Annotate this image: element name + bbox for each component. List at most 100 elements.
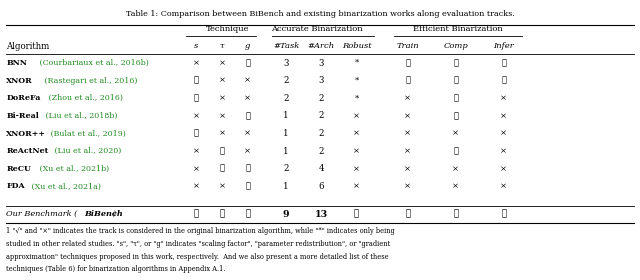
Text: 9: 9 bbox=[283, 210, 289, 219]
Text: ×: × bbox=[353, 183, 360, 190]
Text: ✓: ✓ bbox=[245, 165, 250, 173]
Text: ✓: ✓ bbox=[405, 59, 410, 67]
Text: ✓: ✓ bbox=[453, 147, 458, 155]
Text: Technique: Technique bbox=[205, 25, 249, 33]
Text: ✓: ✓ bbox=[245, 59, 250, 67]
Text: techniques (Table 6) for binarization algorithms in Appendix A.1.: techniques (Table 6) for binarization al… bbox=[6, 265, 226, 274]
Text: ✓: ✓ bbox=[245, 183, 250, 190]
Text: ×: × bbox=[452, 183, 459, 190]
Text: 3: 3 bbox=[284, 59, 289, 67]
Text: ×: × bbox=[193, 112, 200, 120]
Text: Comp: Comp bbox=[444, 42, 468, 50]
Text: 1: 1 bbox=[284, 147, 289, 156]
Text: Bi-Real: Bi-Real bbox=[6, 112, 39, 120]
Text: 2: 2 bbox=[284, 94, 289, 103]
Text: BiBench: BiBench bbox=[84, 210, 124, 218]
Text: ×: × bbox=[193, 59, 200, 67]
Text: 3: 3 bbox=[319, 76, 324, 85]
Text: #Task: #Task bbox=[273, 42, 300, 50]
Text: ×: × bbox=[219, 112, 225, 120]
Text: ✓: ✓ bbox=[453, 59, 458, 67]
Text: (Xu et al., 2021a): (Xu et al., 2021a) bbox=[29, 183, 101, 190]
Text: BNN: BNN bbox=[6, 59, 28, 67]
Text: ×: × bbox=[500, 165, 507, 173]
Text: Table 1: Comparison between BiBench and existing binarization works along evalua: Table 1: Comparison between BiBench and … bbox=[125, 10, 515, 18]
Text: ): ) bbox=[112, 210, 115, 218]
Text: Accurate Binarization: Accurate Binarization bbox=[271, 25, 363, 33]
Text: ×: × bbox=[500, 130, 507, 137]
Text: *: * bbox=[355, 59, 358, 67]
Text: ✓: ✓ bbox=[220, 165, 225, 173]
Text: ✓: ✓ bbox=[354, 210, 359, 219]
Text: ×: × bbox=[500, 183, 507, 190]
Text: ×: × bbox=[452, 130, 459, 137]
Text: ×: × bbox=[193, 165, 200, 173]
Text: ✓: ✓ bbox=[194, 130, 199, 137]
Text: 2: 2 bbox=[319, 129, 324, 138]
Text: XNOR++: XNOR++ bbox=[6, 130, 46, 137]
Text: ✓: ✓ bbox=[194, 77, 199, 85]
Text: ×: × bbox=[404, 112, 411, 120]
Text: 2: 2 bbox=[319, 94, 324, 103]
Text: *: * bbox=[355, 77, 358, 85]
Text: (Courbariaux et al., 2016b): (Courbariaux et al., 2016b) bbox=[37, 59, 149, 67]
Text: ✓: ✓ bbox=[453, 210, 458, 219]
Text: (Liu et al., 2018b): (Liu et al., 2018b) bbox=[43, 112, 117, 120]
Text: ×: × bbox=[219, 59, 225, 67]
Text: ×: × bbox=[244, 94, 251, 102]
Text: ✓: ✓ bbox=[220, 210, 225, 219]
Text: 2: 2 bbox=[284, 76, 289, 85]
Text: (Zhou et al., 2016): (Zhou et al., 2016) bbox=[46, 94, 123, 102]
Text: 13: 13 bbox=[315, 210, 328, 219]
Text: ✓: ✓ bbox=[194, 94, 199, 102]
Text: ×: × bbox=[193, 147, 200, 155]
Text: ×: × bbox=[404, 147, 411, 155]
Text: ×: × bbox=[500, 147, 507, 155]
Text: 6: 6 bbox=[319, 182, 324, 191]
Text: ✓: ✓ bbox=[453, 112, 458, 120]
Text: approximation" techniques proposed in this work, respectively.  And we also pres: approximation" techniques proposed in th… bbox=[6, 253, 389, 261]
Text: ×: × bbox=[404, 130, 411, 137]
Text: Train: Train bbox=[396, 42, 419, 50]
Text: ×: × bbox=[404, 165, 411, 173]
Text: DoReFa: DoReFa bbox=[6, 94, 41, 102]
Text: τ: τ bbox=[220, 42, 225, 50]
Text: g: g bbox=[245, 42, 250, 50]
Text: ×: × bbox=[353, 112, 360, 120]
Text: #Arch: #Arch bbox=[308, 42, 335, 50]
Text: 1: 1 bbox=[284, 111, 289, 120]
Text: ✓: ✓ bbox=[453, 77, 458, 85]
Text: ✓: ✓ bbox=[453, 94, 458, 102]
Text: ×: × bbox=[404, 94, 411, 102]
Text: ✓: ✓ bbox=[501, 210, 506, 219]
Text: ×: × bbox=[500, 112, 507, 120]
Text: ✓: ✓ bbox=[245, 210, 250, 219]
Text: ✓: ✓ bbox=[501, 77, 506, 85]
Text: ✓: ✓ bbox=[245, 112, 250, 120]
Text: ×: × bbox=[244, 130, 251, 137]
Text: Robust: Robust bbox=[342, 42, 371, 50]
Text: ✓: ✓ bbox=[501, 59, 506, 67]
Text: ×: × bbox=[404, 183, 411, 190]
Text: 2: 2 bbox=[319, 111, 324, 120]
Text: ×: × bbox=[244, 147, 251, 155]
Text: ×: × bbox=[353, 165, 360, 173]
Text: ×: × bbox=[219, 183, 225, 190]
Text: Our Benchmark (: Our Benchmark ( bbox=[6, 210, 77, 218]
Text: ×: × bbox=[452, 165, 459, 173]
Text: Infer: Infer bbox=[493, 42, 514, 50]
Text: 1: 1 bbox=[284, 129, 289, 138]
Text: ReActNet: ReActNet bbox=[6, 147, 49, 155]
Text: *: * bbox=[355, 94, 358, 102]
Text: ✓: ✓ bbox=[194, 210, 199, 219]
Text: ×: × bbox=[353, 130, 360, 137]
Text: ×: × bbox=[500, 94, 507, 102]
Text: 1: 1 bbox=[284, 182, 289, 191]
Text: (Xu et al., 2021b): (Xu et al., 2021b) bbox=[37, 165, 109, 173]
Text: ReCU: ReCU bbox=[6, 165, 31, 173]
Text: 1 "√" and "×" indicates the track is considered in the original binarization alg: 1 "√" and "×" indicates the track is con… bbox=[6, 227, 395, 235]
Text: ×: × bbox=[193, 183, 200, 190]
Text: ✓: ✓ bbox=[405, 210, 410, 219]
Text: FDA: FDA bbox=[6, 183, 25, 190]
Text: 2: 2 bbox=[284, 164, 289, 173]
